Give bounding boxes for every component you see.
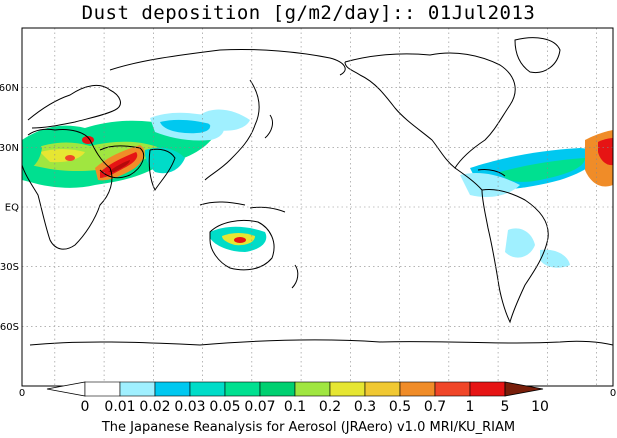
coast-cuba bbox=[477, 169, 506, 177]
dust-region-south-america bbox=[505, 228, 535, 258]
coast-greenland bbox=[514, 37, 561, 74]
coast-central-america bbox=[454, 167, 483, 191]
chart-title: Dust deposition [g/m2/day]:: 01Jul2013 bbox=[81, 2, 536, 24]
latitude-labels: 60N 30N EQ 30S 60S bbox=[0, 83, 19, 333]
latitude-label: 60N bbox=[0, 83, 19, 94]
latitude-label: 30N bbox=[0, 143, 19, 154]
colorbar-swatch bbox=[329, 381, 366, 397]
colorbar: 0 0.01 0.02 0.03 0.05 0.07 0.1 0.2 0.3 0.5 0.7 1 5 10… bbox=[19, 381, 616, 415]
colorbar-tick-label: 0.7 bbox=[424, 399, 446, 415]
colorbar-swatch bbox=[84, 381, 121, 397]
coast-indonesia bbox=[199, 201, 286, 213]
latitude-label: 30S bbox=[0, 262, 19, 273]
colorbar-tick-label: 0.3 bbox=[354, 399, 376, 415]
footer-credit: The Japanese Reanalysis for Aerosol (JRA… bbox=[101, 420, 516, 435]
colorbar-swatch bbox=[189, 381, 226, 397]
dust-hotspot-australia bbox=[234, 237, 246, 243]
latitude-label: 60S bbox=[0, 322, 19, 333]
colorbar-swatch bbox=[294, 381, 331, 397]
colorbar-tick-label: 0.01 bbox=[104, 399, 135, 415]
axis-end-label: 0 bbox=[610, 388, 616, 399]
coast-asia-north bbox=[109, 48, 346, 76]
coast-east-asia bbox=[204, 79, 260, 181]
dust-region-atlantic-inner bbox=[500, 158, 585, 182]
colorbar-tick-label: 10 bbox=[531, 399, 549, 415]
colorbar-tick-label: 0 bbox=[81, 399, 90, 415]
coastline-layer bbox=[21, 37, 614, 346]
colorbar-tick-label: 5 bbox=[501, 399, 510, 415]
coast-north-america bbox=[344, 52, 516, 169]
axis-end-label: 0 bbox=[19, 388, 25, 399]
coast-new-zealand bbox=[291, 264, 299, 289]
colorbar-tick-label: 1 bbox=[466, 399, 475, 415]
map-plot-area bbox=[21, 27, 614, 387]
coast-south-america bbox=[481, 189, 549, 324]
colorbar-tick-label: 0.1 bbox=[284, 399, 306, 415]
colorbar-tick-label: 0.2 bbox=[319, 399, 341, 415]
colorbar-tick-label: 0.5 bbox=[389, 399, 411, 415]
dust-region-india bbox=[144, 147, 185, 174]
coast-japan bbox=[264, 114, 273, 139]
colorbar-swatch bbox=[399, 381, 436, 397]
dust-region-central-asia bbox=[200, 109, 250, 131]
colorbar-tick-label: 0.02 bbox=[139, 399, 170, 415]
colorbar-tick-label: 0.07 bbox=[244, 399, 275, 415]
coast-india bbox=[148, 148, 176, 192]
coast-australia bbox=[209, 219, 275, 271]
colorbar-swatch bbox=[154, 381, 191, 397]
colorbar-tick-label: 0.05 bbox=[209, 399, 240, 415]
dust-hotspot-libya bbox=[65, 155, 75, 161]
colorbar-swatch bbox=[119, 381, 156, 397]
dust-region-caribbean bbox=[460, 173, 520, 197]
colorbar-swatch bbox=[259, 381, 296, 397]
coast-africa bbox=[21, 128, 113, 250]
latitude-label: EQ bbox=[5, 203, 19, 214]
coast-europe bbox=[27, 84, 121, 129]
coast-arabia bbox=[99, 145, 145, 179]
coast-antarctica bbox=[29, 339, 614, 346]
graticule-grid bbox=[22, 28, 613, 386]
dust-region-iran-inner bbox=[160, 119, 211, 134]
colorbar-swatch bbox=[434, 381, 471, 397]
dust-deposition-layer bbox=[22, 109, 613, 268]
dust-region-west-africa-core bbox=[598, 138, 613, 166]
dust-region-arabia-peak bbox=[108, 160, 130, 172]
colorbar-swatch bbox=[224, 381, 261, 397]
colorbar-swatch bbox=[364, 381, 401, 397]
colorbar-arrow-high bbox=[504, 381, 544, 397]
colorbar-swatch bbox=[469, 381, 506, 397]
colorbar-tick-label: 0.03 bbox=[174, 399, 205, 415]
